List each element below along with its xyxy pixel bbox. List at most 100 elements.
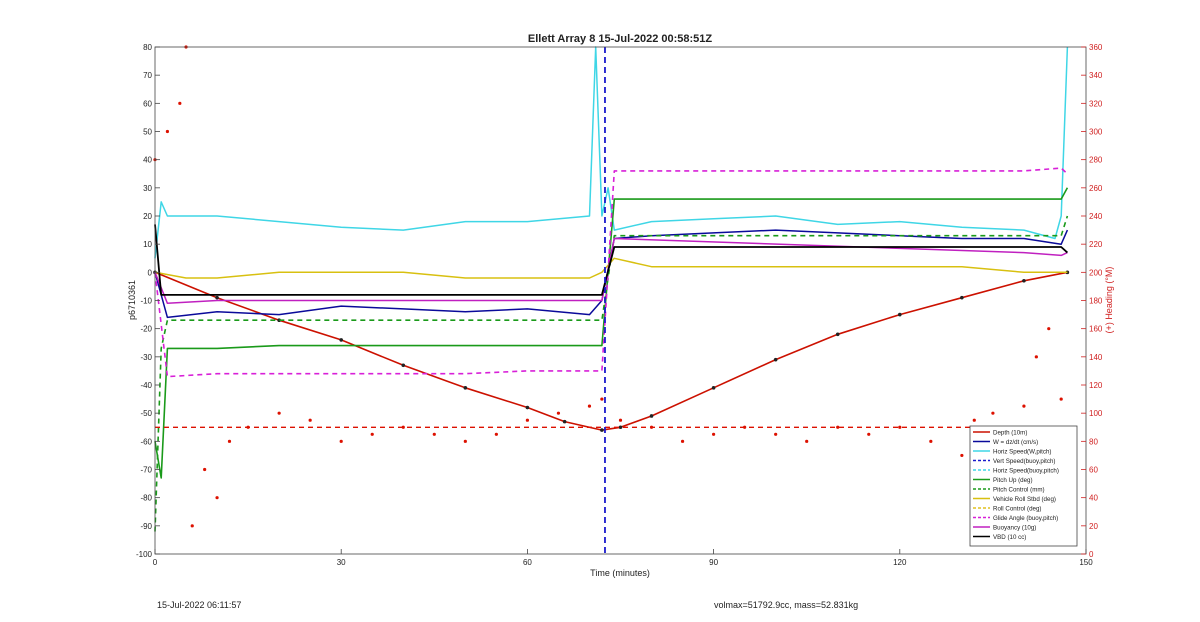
y-tick-label-right: 320 (1089, 99, 1103, 108)
y-tick-label-left: -10 (140, 297, 152, 306)
series-layer (153, 45, 1070, 554)
y-tick-label-right: 200 (1089, 268, 1103, 277)
depth-marker (600, 428, 604, 432)
heading-point (190, 524, 194, 528)
y-tick-label-left: -40 (140, 381, 152, 390)
legend-item: Buoyancy (10g) (993, 525, 1036, 532)
y-tick-label-right: 120 (1089, 381, 1103, 390)
y-tick-label-left: 20 (143, 212, 152, 221)
depth-marker (277, 318, 281, 323)
heading-point (929, 439, 933, 443)
series-line-vbd-10-cc (154, 224, 1069, 296)
y-tick-label-left: 50 (143, 128, 152, 137)
heading-point (836, 425, 840, 429)
footer-volume-mass: volmax=51792.9cc, mass=52.831kg (714, 600, 859, 610)
y-tick-label-right: 20 (1089, 522, 1098, 531)
y-tick-label-right: 140 (1089, 353, 1103, 362)
y-tick-label-left: 10 (143, 240, 152, 249)
y-tick-label-left: -30 (140, 353, 152, 362)
y-tick-label-right: 300 (1089, 128, 1103, 137)
heading-point (972, 418, 976, 422)
y-tick-label-left: -90 (140, 522, 152, 531)
depth-marker (401, 363, 406, 368)
y-tick-label-left: -100 (136, 550, 153, 559)
x-tick-label: 0 (153, 558, 158, 567)
depth-marker (711, 386, 716, 390)
x-tick-label: 90 (709, 558, 718, 567)
y-tick-label-left: -60 (140, 437, 152, 446)
depth-marker (525, 405, 530, 410)
legend-item: Pitch Control (mm) (993, 487, 1045, 494)
heading-point (680, 439, 685, 443)
series-line-vehicle-roll-stbd-deg (154, 257, 1068, 279)
heading-point (867, 432, 871, 436)
heading-point (712, 432, 716, 436)
heading-point (339, 439, 343, 443)
heading-point (805, 439, 809, 443)
x-tick-label: 60 (523, 558, 532, 567)
legend-box (969, 425, 1078, 547)
y-tick-label-right: 220 (1089, 240, 1103, 249)
legend-item: Horiz Speed(W,pitch) (993, 449, 1051, 456)
heading-point (898, 425, 902, 429)
legend-item: Glide Angle (buoy,pitch) (993, 515, 1058, 522)
heading-point (1059, 397, 1063, 401)
depth-marker (339, 338, 344, 342)
y-tick-label-left: 30 (143, 184, 152, 193)
depth-marker (618, 425, 623, 430)
legend-item: Pitch Up (deg) (993, 477, 1033, 484)
depth-marker (649, 414, 654, 418)
heading-point (165, 129, 170, 134)
y-axis-label-right: (+) Heading (°M) (1104, 267, 1114, 334)
legend-item: VBD (10 cc) (993, 534, 1026, 541)
y-tick-label-right: 100 (1089, 409, 1103, 418)
y-tick-label-right: 360 (1089, 43, 1103, 52)
y-tick-label-right: 180 (1089, 297, 1103, 306)
heading-point (494, 432, 498, 436)
legend-item: Roll Control (deg) (993, 506, 1042, 513)
depth-marker (960, 295, 964, 300)
y-tick-label-left: -70 (140, 466, 152, 475)
heading-point (600, 397, 604, 401)
heading-point (277, 411, 281, 415)
y-tick-label-right: 0 (1089, 550, 1094, 559)
y-tick-label-right: 260 (1089, 184, 1103, 193)
legend-item: Vert Speed(buoy,pitch) (993, 458, 1055, 465)
y-tick-label-left: 60 (143, 99, 152, 108)
depth-marker (773, 357, 778, 362)
y-tick-label-right: 60 (1089, 466, 1098, 475)
heading-point (203, 467, 207, 472)
heading-point (991, 411, 995, 415)
heading-point (432, 432, 436, 436)
legend-item: Depth (10m) (993, 430, 1027, 437)
heading-point (960, 453, 964, 458)
y-tick-label-left: 40 (143, 156, 152, 165)
depth-marker (898, 312, 902, 317)
heading-point (401, 425, 405, 429)
y-axis-label-left: p6710361 (127, 280, 137, 320)
heading-point (227, 439, 232, 443)
depth-marker (835, 332, 840, 337)
y-tick-label-right: 160 (1089, 325, 1103, 334)
x-tick-label: 120 (893, 558, 907, 567)
heading-point (1022, 404, 1026, 408)
y-tick-label-left: 80 (143, 43, 152, 52)
heading-point (556, 411, 561, 415)
y-tick-label-right: 280 (1089, 156, 1103, 165)
legend-item: W = dz/dt (cm/s) (993, 439, 1038, 446)
y-tick-label-left: -80 (140, 494, 152, 503)
heading-point (525, 418, 530, 422)
y-tick-label-right: 80 (1089, 437, 1098, 446)
chart-title: Ellett Array 8 15-Jul-2022 00:58:51Z (528, 33, 713, 45)
y-tick-label-left: -20 (140, 325, 152, 334)
footer-timestamp: 15-Jul-2022 06:11:57 (157, 600, 242, 610)
legend: Depth (10m) W = dz/dt (cm/s) Horiz Speed(W… (969, 425, 1078, 547)
series-line-pitch-up-deg (154, 187, 1069, 479)
y-tick-label-right: 40 (1089, 494, 1098, 503)
legend-item: Vehicle Roll Stbd (deg) (993, 496, 1056, 503)
heading-point (178, 101, 182, 105)
y-tick-label-right: 240 (1089, 212, 1103, 221)
y-tick-label-left: 0 (148, 268, 153, 277)
heading-point (587, 404, 592, 408)
